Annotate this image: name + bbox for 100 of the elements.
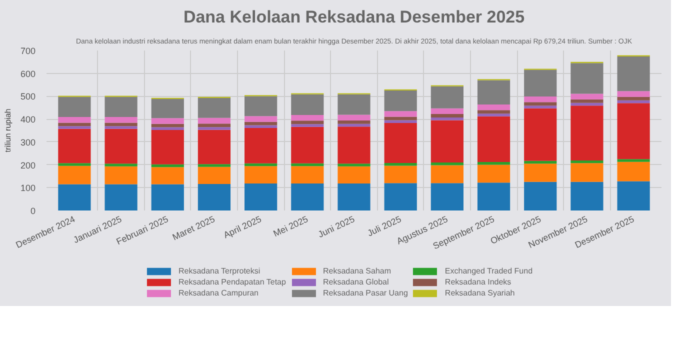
bar [244,166,278,184]
bar [570,106,604,160]
bar [244,163,278,166]
bar [244,116,278,122]
bar [104,117,138,123]
bar [198,124,231,128]
x-tick-label: April 2025 [222,214,263,240]
bar [338,120,370,124]
bar [58,126,91,129]
y-tick-label: 0 [30,206,36,216]
bar [104,184,138,210]
legend-label: Reksadana Global [322,278,389,286]
bar [151,124,184,128]
bar [617,96,650,100]
bar [338,164,370,166]
x-tick-label: Mei 2025 [272,214,310,239]
bar [384,120,417,123]
legend-label: Exchanged Traded Fund [444,266,533,276]
legend-label: Reksadana Indeks [444,278,512,286]
y-tick-label: 700 [20,46,36,56]
x-tick-label: Juli 2025 [366,214,403,238]
legend-label: Reksadana Campuran [178,288,259,298]
bar [291,166,324,184]
bar [104,122,138,126]
bar [477,162,510,165]
chart-title: Dana Kelolaan Reksadana Desember 2025 [183,8,525,26]
bar [477,114,510,116]
y-tick-label: 600 [20,68,36,79]
bar [430,162,464,166]
bar [524,96,557,102]
bar [338,126,370,164]
bar [570,182,604,210]
bar [617,181,650,210]
bar [291,94,324,115]
bar [291,163,324,166]
y-tick-label: 400 [20,114,36,125]
bar [151,127,184,130]
bar [524,160,557,164]
bar [570,102,604,106]
bar [524,106,557,108]
bar [570,160,604,164]
bar [58,166,91,184]
bar [430,183,464,210]
bar [104,164,138,166]
bar [198,130,231,164]
bar [617,91,650,97]
bar [570,94,604,100]
bar [151,184,184,210]
bar [617,159,650,162]
y-axis-title: triliun rupiah [3,108,12,152]
legend-label: Reksadana Syariah [444,288,515,298]
bar [617,56,650,92]
bar [430,108,464,114]
bar [477,80,510,104]
bar [338,184,370,210]
bar [291,126,324,164]
bar [524,182,557,210]
bar [291,124,324,127]
bar [244,125,278,128]
bar [104,166,138,184]
bar [338,114,370,120]
x-tick-label: Juni 2025 [316,214,356,240]
bar [58,122,91,126]
bar [244,96,278,116]
bar [151,164,184,168]
bar [291,184,324,210]
bar [244,128,278,164]
bar [524,70,557,96]
x-tick-label: Maret 2025 [170,214,216,242]
bar [151,130,184,164]
bar [384,166,417,184]
bar [58,163,91,166]
bar [198,127,231,130]
legend-label: Reksadana Saham [322,266,392,276]
bar [430,165,464,184]
bar [58,128,91,164]
bar [338,124,370,127]
bar [291,114,324,121]
bar [384,90,417,112]
bar [430,86,464,108]
legend-label: Reksadana Terproteksi [178,266,260,276]
bar [198,118,231,124]
bar [617,103,650,160]
bar [524,102,557,106]
bar [524,108,557,161]
bar [384,183,417,210]
bar [244,184,278,210]
bar [570,163,604,182]
bar [617,162,650,182]
bar [338,166,370,184]
bar [477,182,510,210]
bar [384,122,417,163]
bar [430,114,464,118]
bar [198,166,231,184]
bar [524,164,557,182]
bar [477,104,510,110]
y-tick-label: 200 [20,160,36,170]
bar [58,96,91,118]
bar [477,110,510,114]
bar [198,184,231,210]
